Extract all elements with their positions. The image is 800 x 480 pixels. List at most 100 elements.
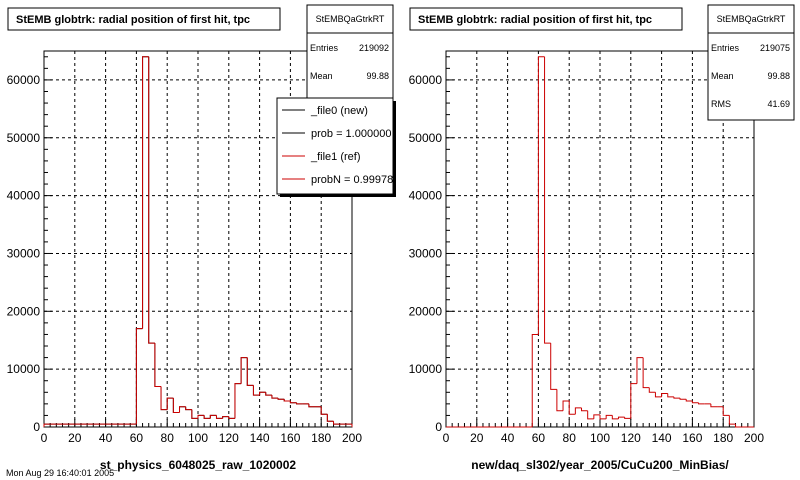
y-tick-label: 60000 (409, 73, 443, 87)
x-tick-label: 180 (311, 431, 331, 445)
legend: _file0 (new) prob = 1.000000 _file1 (ref) p… (282, 105, 399, 186)
legend-entry: _file1 (ref) (310, 151, 361, 163)
histogram-bin (320, 406, 328, 415)
y-tick-label: 60000 (7, 73, 41, 87)
histogram-bin (581, 407, 588, 412)
histogram-bin (537, 56, 545, 335)
chart-title: StEMB globtrk: radial position of first … (418, 14, 652, 26)
histogram-bin (172, 398, 180, 414)
legend-box (276, 97, 394, 195)
x-tick-label: 80 (161, 431, 175, 445)
histogram-bin (135, 328, 143, 425)
histogram-bin (574, 407, 582, 415)
legend-entry: _file0 (new) (310, 105, 368, 117)
histogram-bin (252, 385, 260, 396)
stats-box (707, 4, 795, 121)
histogram-bin (556, 389, 564, 412)
histogram-bin (685, 399, 693, 402)
histogram-bin (728, 415, 736, 425)
histogram-bin (296, 402, 303, 405)
stats-value: 99.88 (767, 71, 790, 81)
legend-entry: probN = 0.999781 (311, 174, 399, 186)
histogram-bin (654, 392, 662, 398)
histogram-bin (222, 416, 229, 419)
stats-label: RMS (711, 99, 731, 109)
histogram-bin (605, 414, 613, 419)
x-tick-label: 180 (713, 431, 733, 445)
x-tick-label: 100 (188, 431, 208, 445)
y-tick-label: 30000 (409, 246, 443, 260)
stats-label: Entries (310, 43, 339, 53)
histogram-bin (265, 392, 272, 396)
histogram-bin (166, 397, 174, 410)
histogram-bin (259, 391, 266, 396)
x-tick-label: 120 (621, 431, 641, 445)
y-tick-label: 10000 (7, 362, 41, 376)
histogram-bin (587, 410, 594, 420)
histogram-bin (691, 400, 699, 404)
title-box (409, 7, 683, 31)
histogram-bin (599, 414, 607, 420)
stats-value: 99.88 (366, 71, 389, 81)
histogram-bin (735, 424, 742, 428)
histogram-bin (531, 333, 539, 427)
x-tick-label: 160 (280, 431, 300, 445)
histogram-bin (154, 343, 162, 388)
y-tick-label: 30000 (7, 246, 41, 260)
histogram-bin (197, 414, 205, 419)
histogram-bin (648, 387, 656, 393)
histogram-bin (642, 357, 650, 389)
histogram-bin (142, 56, 149, 329)
histogram-bin (550, 343, 557, 390)
y-tick-label: 50000 (409, 131, 443, 145)
histogram-bin (326, 414, 334, 422)
stats-value: 41.69 (767, 99, 790, 109)
stats-value: 219092 (359, 43, 389, 53)
histogram-bin (179, 406, 186, 413)
histogram-bin (661, 392, 668, 397)
y-tick-label: 50000 (7, 131, 41, 145)
histogram-bin (630, 383, 637, 419)
x-axis-label: new/daq_sl302/year_2005/CuCu200_MinBias/ (471, 458, 729, 472)
histogram-panel-1: 0 20 40 60 80 100 120 140 160 180 200 0 10000 20000 30… (7, 4, 399, 472)
timestamp: Mon Aug 29 16:40:01 2005 (6, 468, 115, 478)
histogram-bin (191, 409, 198, 419)
histogram-bin (562, 400, 570, 411)
x-tick-label: 40 (501, 431, 515, 445)
histogram-bin (611, 415, 619, 420)
x-tick-label: 120 (219, 431, 239, 445)
histogram-bin (240, 357, 248, 384)
histogram-bin (283, 399, 291, 402)
histogram-bin (624, 417, 631, 419)
x-tick-label: 0 (41, 431, 48, 445)
x-tick-label: 140 (250, 431, 270, 445)
histogram-bin (333, 421, 340, 425)
x-tick-label: 40 (99, 431, 113, 445)
x-tick-label: 60 (532, 431, 546, 445)
histogram-bin (228, 416, 235, 419)
legend-entry: prob = 1.000000 (311, 128, 391, 140)
chart-title: StEMB globtrk: radial position of first … (16, 14, 250, 26)
y-tick-label: 0 (33, 420, 40, 434)
stats-title: StEMBQaGtrkRT (316, 14, 385, 24)
histogram-bin (636, 357, 644, 384)
histogram-bin (185, 406, 192, 411)
x-tick-label: 200 (744, 431, 764, 445)
stats-label: Mean (711, 71, 734, 81)
x-tick-label: 80 (563, 431, 577, 445)
histogram-bin (308, 403, 316, 408)
histogram-bin (679, 398, 687, 400)
histogram-bin (271, 395, 279, 399)
histogram-bin (234, 383, 242, 419)
histogram-panel-2: 0 20 40 60 80 100 120 140 160 180 200 0 10000 20000 30… (409, 4, 795, 472)
histogram-bin (673, 396, 681, 399)
histogram-bin (667, 393, 674, 398)
histogram-bin (289, 400, 297, 404)
y-tick-label: 20000 (7, 304, 41, 318)
stats-box (306, 4, 394, 106)
x-tick-label: 140 (652, 431, 672, 445)
histogram-bin (568, 400, 576, 415)
y-tick-label: 40000 (7, 189, 41, 203)
y-tick-label: 20000 (409, 304, 443, 318)
